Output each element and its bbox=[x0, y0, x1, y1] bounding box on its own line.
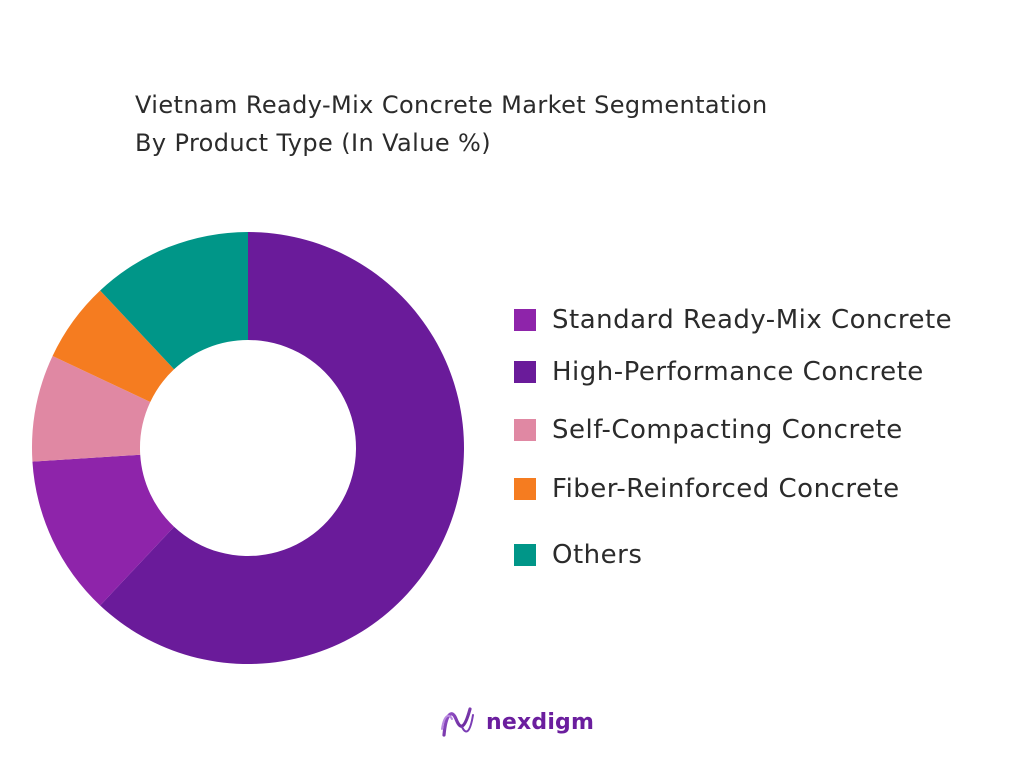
legend-item-self-compacting: Self-Compacting Concrete bbox=[514, 415, 903, 445]
legend-item-others: Others bbox=[514, 540, 642, 570]
brand-logo: nexdigm bbox=[440, 705, 594, 739]
brand-name: nexdigm bbox=[486, 709, 595, 735]
legend-swatch bbox=[514, 361, 536, 383]
donut-slice-others bbox=[100, 232, 249, 370]
legend-swatch bbox=[514, 544, 536, 566]
legend-item-standard-ready-mix: Standard Ready-Mix Concrete bbox=[514, 305, 952, 335]
legend-swatch bbox=[514, 419, 536, 441]
legend-swatch bbox=[514, 309, 536, 331]
legend-label: Fiber-Reinforced Concrete bbox=[552, 474, 900, 504]
donut-slice-self-compacting-concrete bbox=[31, 356, 151, 462]
legend-label: Others bbox=[552, 540, 643, 570]
legend-item-high-performance: High-Performance Concrete bbox=[514, 357, 924, 387]
donut-slice-standard-ready-mix-concrete bbox=[32, 454, 175, 606]
chart-title: Vietnam Ready-Mix Concrete Market Segmen… bbox=[135, 86, 768, 162]
nexdigm-logo-icon bbox=[441, 707, 474, 737]
legend-label: High-Performance Concrete bbox=[552, 357, 924, 387]
chart-title-line-2: By Product Type (In Value %) bbox=[135, 129, 491, 157]
donut-slice-high-performance-concrete bbox=[100, 232, 465, 664]
legend-label: Self-Compacting Concrete bbox=[552, 415, 903, 445]
legend-item-fiber-reinforced: Fiber-Reinforced Concrete bbox=[514, 474, 900, 504]
donut-slice-fiber-reinforced-concrete bbox=[52, 290, 175, 403]
legend-label: Standard Ready-Mix Concrete bbox=[552, 305, 953, 335]
legend-swatch bbox=[514, 478, 536, 500]
chart-title-line-1: Vietnam Ready-Mix Concrete Market Segmen… bbox=[135, 91, 768, 119]
